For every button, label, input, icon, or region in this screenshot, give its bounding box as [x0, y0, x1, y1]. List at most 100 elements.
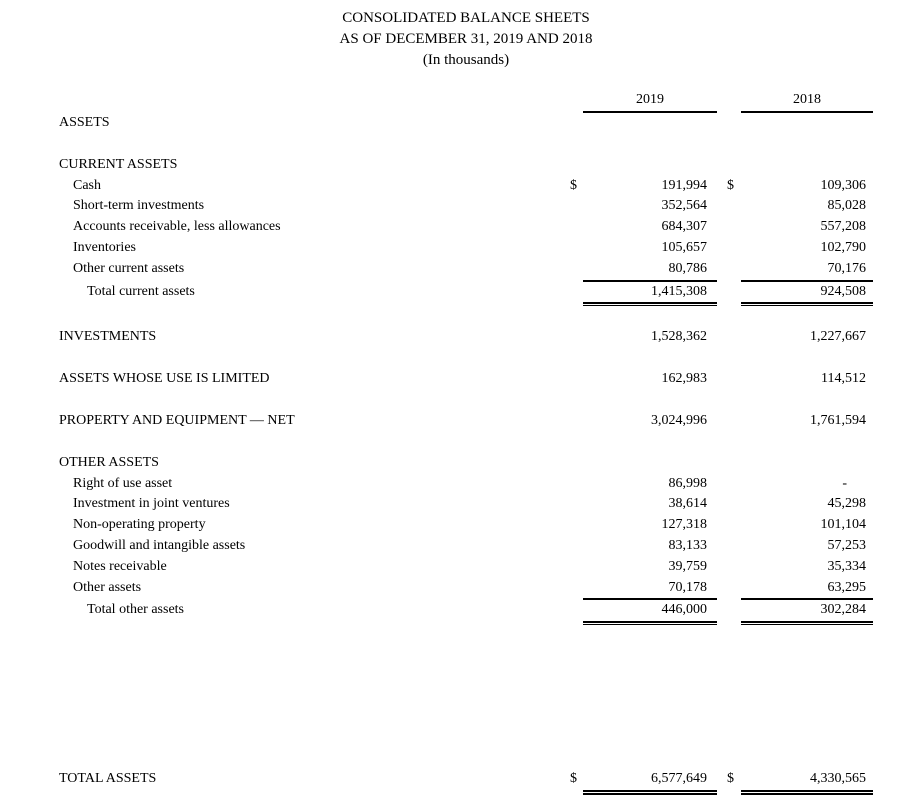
row-label: Total current assets — [87, 283, 195, 299]
currency-symbol-2018 — [727, 155, 741, 176]
row-label: Short-term investments — [73, 198, 205, 214]
currency-symbol-2019 — [570, 282, 583, 305]
row-label: PROPERTY AND EQUIPMENT — NET — [59, 412, 295, 428]
row-label: Other assets — [73, 579, 142, 595]
line-item-row: Right of use asset 86,998 - — [59, 474, 873, 495]
value-2018: 924,508 — [741, 282, 873, 307]
row-label: Other current assets — [73, 260, 185, 276]
value-2018: - — [842, 475, 847, 491]
section-row: ASSETS — [59, 113, 873, 134]
currency-symbol-2019 — [570, 578, 583, 601]
row-label: Goodwill and intangible assets — [73, 537, 246, 553]
value-2018: 57,253 — [827, 537, 867, 553]
currency-symbol-2019 — [570, 217, 583, 238]
section-spacer — [59, 623, 873, 769]
section-spacer — [59, 432, 873, 453]
row-label: Cash — [73, 177, 101, 193]
line-item-row: Other assets 70,178 63,295 — [59, 578, 873, 601]
value-2019: 1,528,362 — [651, 329, 707, 345]
currency-symbol-2019 — [570, 369, 583, 390]
column-header-2018: 2018 — [741, 89, 873, 113]
value-2018 — [741, 155, 873, 176]
row-label: TOTAL ASSETS — [59, 771, 157, 787]
value-2018: 70,176 — [741, 259, 873, 282]
value-2019: 684,307 — [661, 219, 708, 235]
currency-symbol-2019: $ — [570, 771, 577, 787]
value-2019 — [583, 155, 717, 176]
row-label: Non-operating property — [73, 517, 206, 533]
currency-symbol-2019 — [570, 327, 583, 348]
header-spacer-cell — [59, 89, 570, 113]
line-item-row: Investment in joint ventures 38,614 45,298 — [59, 494, 873, 515]
section-spacer — [59, 304, 873, 327]
currency-symbol-2019 — [570, 259, 583, 282]
row-label: ASSETS WHOSE USE IS LIMITED — [59, 371, 270, 387]
value-2018: 101,104 — [820, 517, 867, 533]
section-spacer — [59, 348, 873, 369]
currency-symbol-2019 — [570, 600, 583, 623]
row-label: Accounts receivable, less allowances — [73, 219, 281, 235]
value-2019: 86,998 — [668, 475, 708, 491]
currency-symbol-2019 — [570, 113, 583, 134]
currency-symbol-2018 — [727, 113, 741, 134]
value-2018: 4,330,565 — [741, 769, 873, 795]
value-2018: 102,790 — [820, 239, 867, 255]
document-header: CONSOLIDATED BALANCE SHEETS AS OF DECEMB… — [59, 8, 873, 71]
value-2019: 83,133 — [668, 537, 708, 553]
currency-symbol-2018 — [727, 196, 741, 217]
document-subtitle-units: (In thousands) — [422, 52, 510, 68]
value-2019: 1,415,308 — [583, 282, 717, 307]
value-2018: 45,298 — [827, 496, 867, 512]
row-label: Investment in joint ventures — [73, 496, 230, 512]
line-item-row: Notes receivable 39,759 35,334 — [59, 557, 873, 578]
value-2019: 105,657 — [661, 239, 708, 255]
header-spacer-cell — [727, 89, 741, 113]
currency-symbol-2018 — [727, 453, 741, 474]
value-2019: 162,983 — [661, 371, 708, 387]
currency-symbol-2019: $ — [570, 177, 577, 193]
currency-symbol-2018 — [727, 238, 741, 259]
currency-symbol-2019 — [570, 238, 583, 259]
currency-symbol-2018: $ — [727, 771, 734, 787]
row-label: Right of use asset — [73, 475, 173, 491]
value-2019 — [583, 453, 717, 474]
currency-symbol-2018 — [727, 515, 741, 536]
section-spacer — [59, 390, 873, 411]
header-spacer-cell — [570, 89, 583, 113]
document-subtitle-date: AS OF DECEMBER 31, 2019 AND 2018 — [339, 31, 593, 47]
section-row: ASSETS WHOSE USE IS LIMITED 162,983 114,51… — [59, 369, 873, 390]
currency-symbol-2018 — [727, 259, 741, 282]
currency-symbol-2018 — [727, 411, 741, 432]
total-row: Total current assets 1,415,308 924,508 — [59, 282, 873, 307]
currency-symbol-2018: $ — [727, 177, 734, 193]
value-2018: 63,295 — [741, 578, 873, 601]
value-2019: 38,614 — [668, 496, 708, 512]
section-row: CURRENT ASSETS — [59, 155, 873, 176]
section-spacer — [59, 134, 873, 155]
section-row: OTHER ASSETS — [59, 453, 873, 474]
currency-symbol-2018 — [727, 474, 741, 495]
value-2018: 85,028 — [827, 198, 867, 214]
section-row: PROPERTY AND EQUIPMENT — NET 3,024,996 1,7… — [59, 411, 873, 432]
currency-symbol-2019 — [570, 536, 583, 557]
currency-symbol-2018 — [727, 369, 741, 390]
value-2018 — [741, 453, 873, 474]
currency-symbol-2018 — [727, 327, 741, 348]
value-2019: 80,786 — [583, 259, 717, 282]
value-2018: 109,306 — [820, 177, 867, 193]
currency-symbol-2019 — [570, 453, 583, 474]
row-label: CURRENT ASSETS — [59, 156, 178, 172]
currency-symbol-2019 — [570, 411, 583, 432]
currency-symbol-2019 — [570, 196, 583, 217]
line-item-row: Cash $191,994 $109,306 — [59, 176, 873, 197]
column-headers-row: 2019 2018 — [59, 89, 873, 113]
currency-symbol-2018 — [727, 557, 741, 578]
line-item-row: Non-operating property 127,318 101,104 — [59, 515, 873, 536]
value-2019: 127,318 — [661, 517, 708, 533]
currency-symbol-2019 — [570, 474, 583, 495]
row-label: Inventories — [73, 239, 136, 255]
currency-symbol-2018 — [727, 282, 741, 305]
section-row: INVESTMENTS 1,528,362 1,227,667 — [59, 327, 873, 348]
value-2019: 191,994 — [661, 177, 708, 193]
currency-symbol-2018 — [727, 217, 741, 238]
